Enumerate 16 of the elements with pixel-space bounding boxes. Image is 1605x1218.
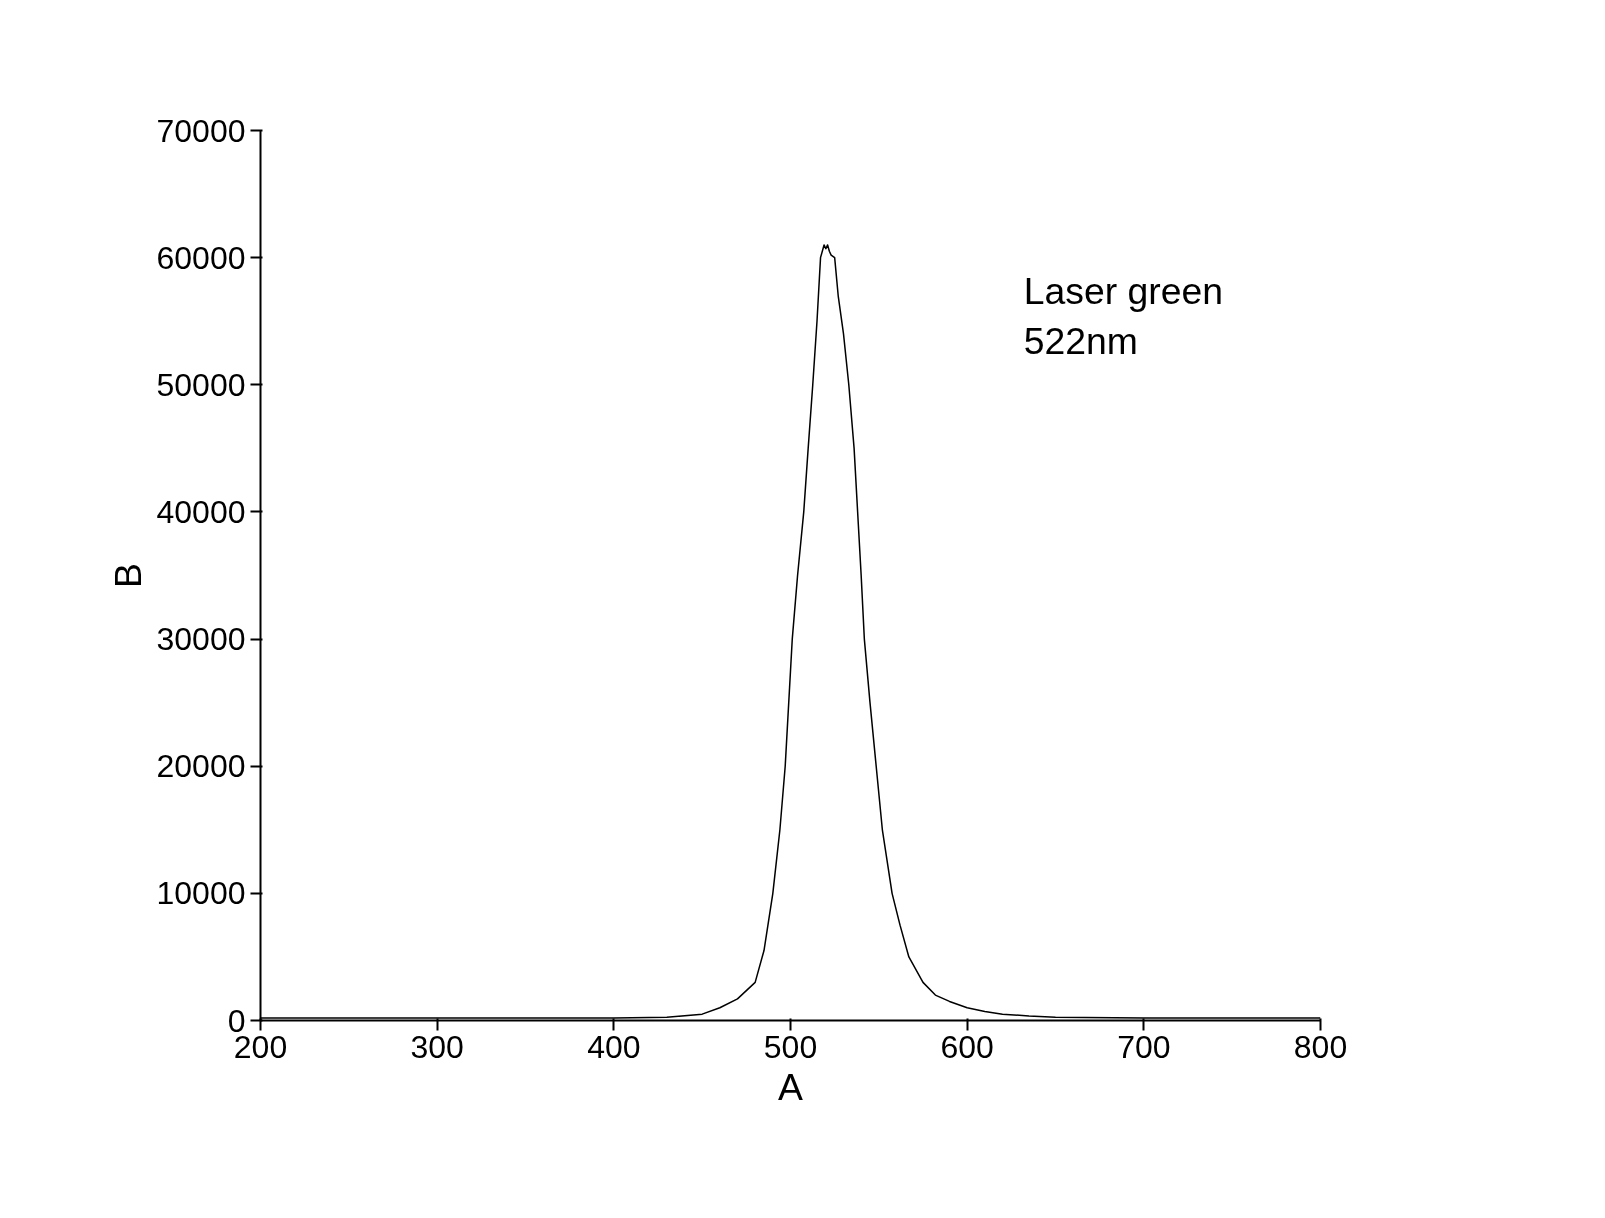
x-tick-label: 700 <box>1117 1028 1171 1065</box>
x-tick-label: 800 <box>1293 1028 1348 1065</box>
x-tick-label: 300 <box>410 1028 464 1065</box>
y-tick-label: 20000 <box>156 748 246 785</box>
y-tick-label: 10000 <box>156 875 246 912</box>
y-tick-label: 40000 <box>156 493 246 530</box>
x-axis-title: A <box>778 1065 804 1108</box>
y-axis-title: B <box>106 563 149 588</box>
annotation: Laser green 522nm <box>1023 269 1223 362</box>
x-tick-label: 400 <box>587 1028 641 1065</box>
y-tick-label: 70000 <box>156 112 246 149</box>
y-tick-label: 50000 <box>156 366 246 403</box>
x-tick-label: 600 <box>940 1028 994 1065</box>
x-tick-label: 500 <box>763 1028 818 1065</box>
y-tick-label: 30000 <box>156 621 246 658</box>
y-tick-label: 60000 <box>156 239 246 276</box>
